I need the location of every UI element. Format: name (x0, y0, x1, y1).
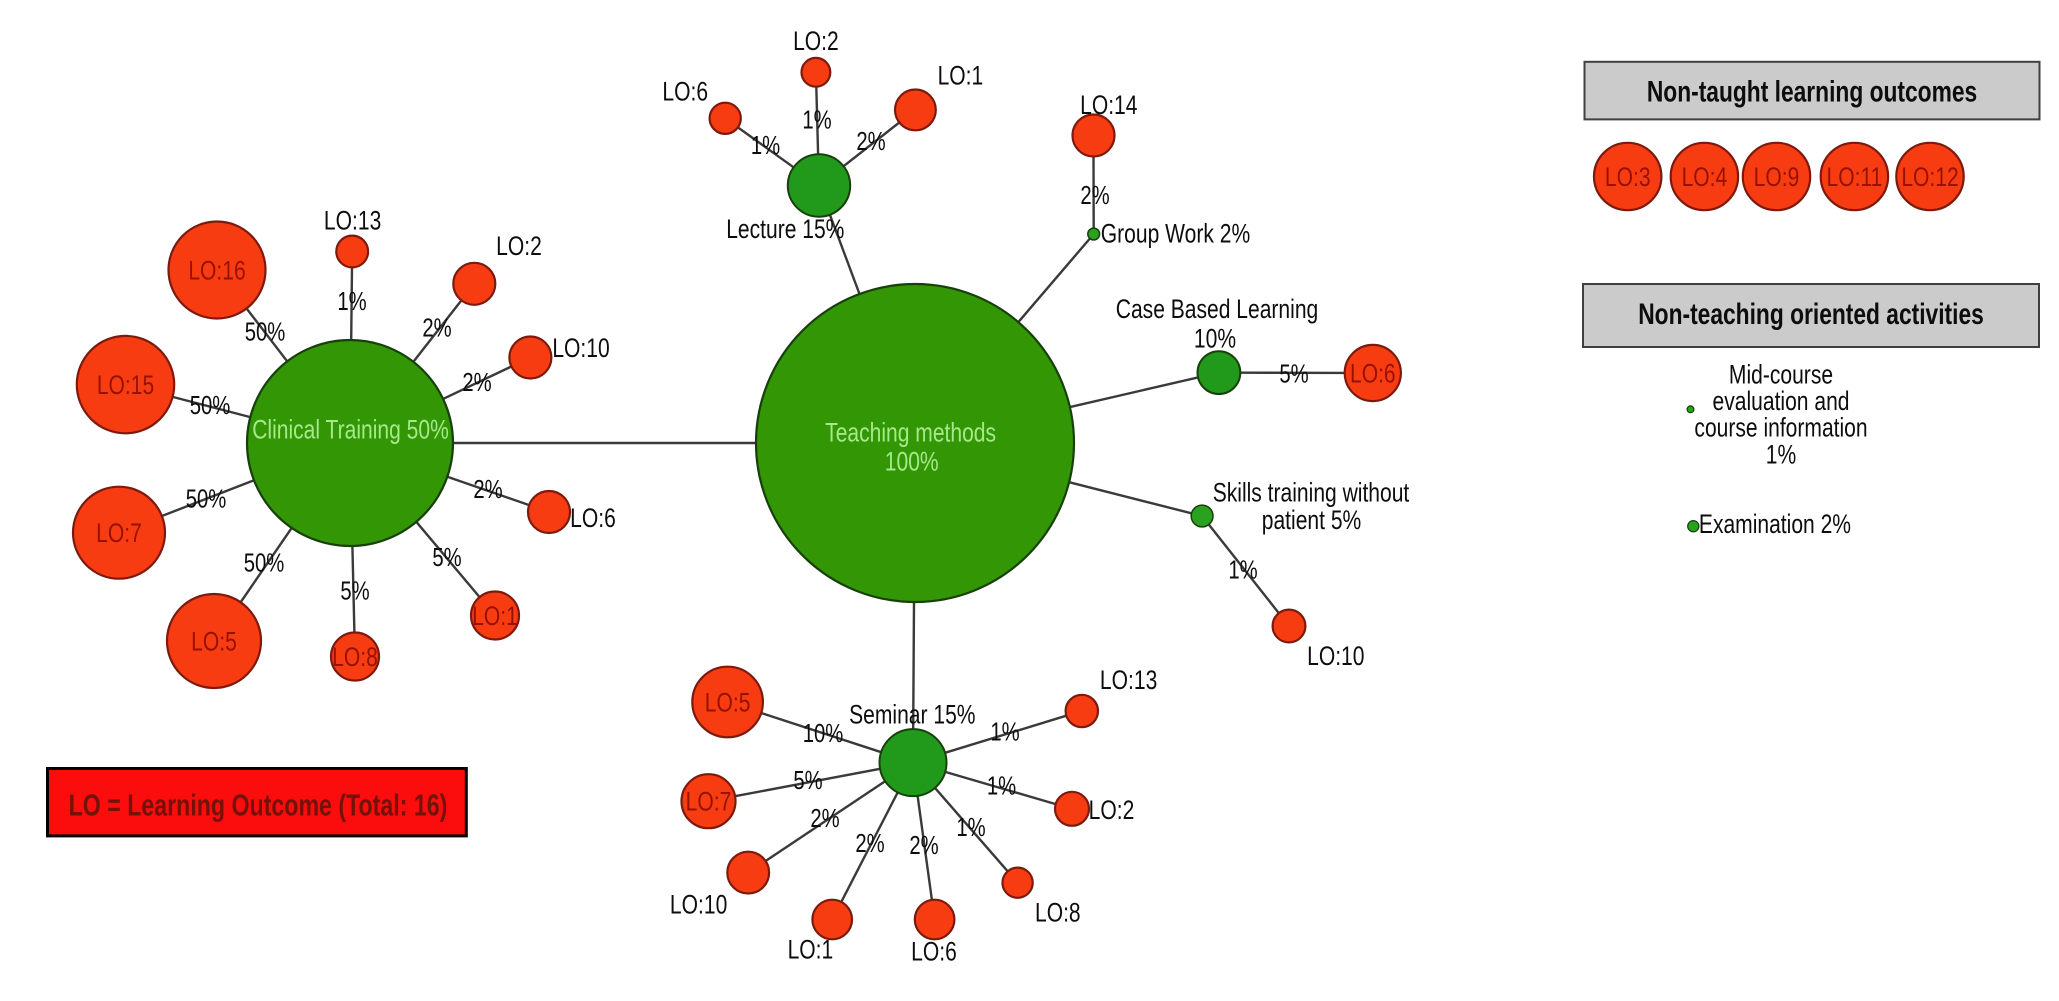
svg-text:LO:4: LO:4 (1682, 163, 1728, 193)
svg-text:LO:2: LO:2 (793, 27, 839, 57)
svg-text:1%: 1% (337, 287, 366, 316)
svg-text:Group Work 2%: Group Work 2% (1101, 219, 1250, 249)
svg-text:LO = Learning Outcome (Total:: LO = Learning Outcome (Total: 16) (69, 787, 448, 822)
svg-text:course information: course information (1694, 413, 1867, 443)
svg-text:LO:2: LO:2 (1089, 795, 1135, 825)
svg-text:LO:9: LO:9 (1754, 163, 1800, 193)
svg-text:LO:14: LO:14 (1080, 91, 1137, 121)
svg-text:1%: 1% (1228, 555, 1257, 584)
svg-text:10%: 10% (1194, 324, 1236, 354)
svg-text:2%: 2% (1080, 181, 1109, 210)
svg-text:50%: 50% (190, 390, 231, 419)
svg-text:2%: 2% (422, 313, 451, 342)
svg-text:2%: 2% (462, 367, 491, 396)
svg-text:LO:6: LO:6 (911, 937, 957, 967)
svg-text:LO:15: LO:15 (97, 371, 154, 401)
svg-text:1%: 1% (1766, 440, 1796, 470)
svg-text:1%: 1% (956, 812, 985, 841)
svg-text:Teaching methods: Teaching methods (825, 418, 996, 448)
svg-text:LO:7: LO:7 (96, 519, 142, 549)
svg-text:Mid-course: Mid-course (1729, 360, 1833, 390)
svg-text:LO:10: LO:10 (552, 334, 609, 364)
svg-text:1%: 1% (751, 130, 780, 159)
svg-text:LO:10: LO:10 (1307, 641, 1364, 671)
svg-text:2%: 2% (855, 829, 884, 858)
svg-text:2%: 2% (473, 474, 502, 503)
svg-text:LO:7: LO:7 (686, 787, 732, 817)
svg-text:LO:12: LO:12 (1901, 163, 1958, 193)
svg-text:LO:1: LO:1 (938, 61, 984, 91)
svg-text:50%: 50% (244, 548, 285, 577)
svg-text:LO:1: LO:1 (472, 602, 518, 632)
svg-text:patient 5%: patient 5% (1262, 505, 1361, 535)
svg-text:LO:3: LO:3 (1605, 163, 1651, 193)
svg-text:LO:6: LO:6 (570, 504, 616, 534)
svg-text:50%: 50% (245, 317, 286, 346)
svg-text:10%: 10% (803, 719, 844, 748)
svg-text:LO:13: LO:13 (1100, 666, 1157, 696)
svg-text:2%: 2% (856, 127, 885, 156)
svg-text:2%: 2% (909, 830, 938, 859)
svg-text:Examination 2%: Examination 2% (1699, 510, 1851, 540)
svg-text:Seminar 15%: Seminar 15% (849, 700, 975, 730)
svg-text:2%: 2% (810, 803, 839, 832)
svg-text:1%: 1% (990, 717, 1019, 746)
svg-text:5%: 5% (432, 543, 461, 572)
svg-text:LO:8: LO:8 (1035, 898, 1081, 928)
svg-text:5%: 5% (340, 576, 369, 605)
svg-text:LO:13: LO:13 (324, 206, 381, 236)
svg-text:LO:6: LO:6 (1350, 359, 1396, 389)
svg-text:LO:5: LO:5 (705, 688, 751, 718)
svg-text:Case Based Learning: Case Based Learning (1116, 295, 1318, 325)
svg-text:Skills training without: Skills training without (1213, 478, 1410, 508)
svg-text:evaluation and: evaluation and (1713, 387, 1850, 417)
svg-text:LO:11: LO:11 (1827, 163, 1883, 193)
svg-text:Lecture 15%: Lecture 15% (726, 215, 844, 245)
svg-text:LO:6: LO:6 (662, 77, 708, 107)
svg-text:5%: 5% (1279, 359, 1308, 388)
svg-text:LO:1: LO:1 (788, 935, 834, 965)
svg-text:LO:16: LO:16 (188, 256, 245, 286)
svg-text:LO:8: LO:8 (332, 643, 378, 673)
svg-text:1%: 1% (802, 105, 831, 134)
svg-text:100%: 100% (885, 447, 939, 477)
svg-text:LO:2: LO:2 (496, 232, 542, 262)
svg-text:Non-taught learning outcomes: Non-taught learning outcomes (1647, 74, 1977, 108)
svg-text:Non-teaching oriented activiti: Non-teaching oriented activities (1638, 297, 1984, 331)
svg-text:LO:10: LO:10 (670, 890, 727, 920)
svg-text:Clinical Training 50%: Clinical Training 50% (252, 415, 449, 445)
svg-text:LO:5: LO:5 (191, 627, 237, 657)
svg-text:1%: 1% (987, 771, 1016, 800)
svg-text:5%: 5% (793, 765, 822, 794)
svg-text:50%: 50% (186, 484, 227, 513)
